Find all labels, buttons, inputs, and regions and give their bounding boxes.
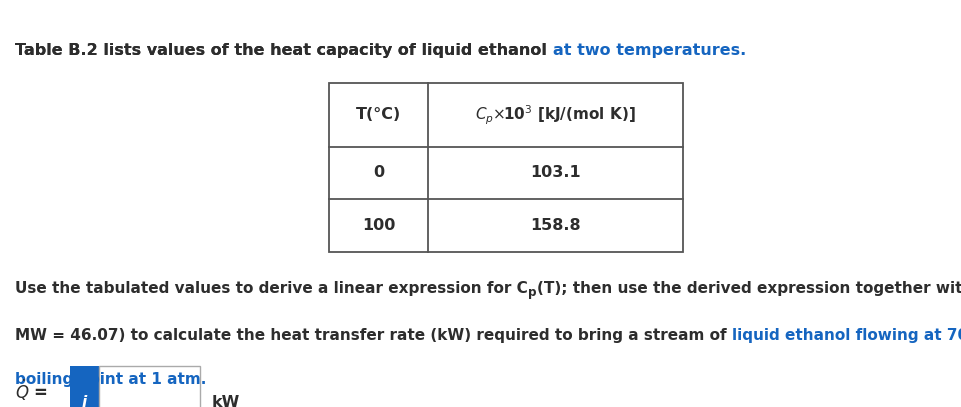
Text: 103.1: 103.1 bbox=[530, 166, 580, 180]
FancyBboxPatch shape bbox=[99, 366, 200, 407]
Text: 100: 100 bbox=[361, 219, 395, 233]
Text: i: i bbox=[82, 396, 87, 407]
FancyBboxPatch shape bbox=[70, 366, 99, 407]
Text: boiling point at 1 atm.: boiling point at 1 atm. bbox=[15, 372, 207, 387]
Text: 158.8: 158.8 bbox=[530, 219, 580, 233]
Text: (T); then use the derived expression together with (SG(14.8°C) = 0.794,: (T); then use the derived expression tog… bbox=[536, 281, 961, 296]
Text: Table B.2 lists values of the heat capacity of liquid ethanol: Table B.2 lists values of the heat capac… bbox=[15, 43, 553, 58]
Text: Table B.2 lists values of the heat capacity of liquid ethanol: Table B.2 lists values of the heat capac… bbox=[15, 43, 553, 58]
Text: 0: 0 bbox=[373, 166, 383, 180]
Text: T(°C): T(°C) bbox=[356, 107, 401, 123]
Bar bbox=[329, 83, 682, 252]
Text: kW: kW bbox=[211, 396, 239, 407]
Text: $\dot{Q}$ =: $\dot{Q}$ = bbox=[15, 378, 48, 403]
Text: at two temperatures.: at two temperatures. bbox=[553, 43, 746, 58]
Text: liquid ethanol flowing at 70.0 L/s and 14.8°C to the: liquid ethanol flowing at 70.0 L/s and 1… bbox=[731, 328, 961, 343]
Text: p: p bbox=[528, 286, 536, 299]
Text: MW = 46.07) to calculate the heat transfer rate (kW) required to bring a stream : MW = 46.07) to calculate the heat transf… bbox=[15, 328, 731, 343]
Text: $C_p$$\times\!$10$^3$ [kJ/(mol K)]: $C_p$$\times\!$10$^3$ [kJ/(mol K)] bbox=[475, 103, 635, 127]
Text: Use the tabulated values to derive a linear expression for C: Use the tabulated values to derive a lin… bbox=[15, 281, 528, 296]
